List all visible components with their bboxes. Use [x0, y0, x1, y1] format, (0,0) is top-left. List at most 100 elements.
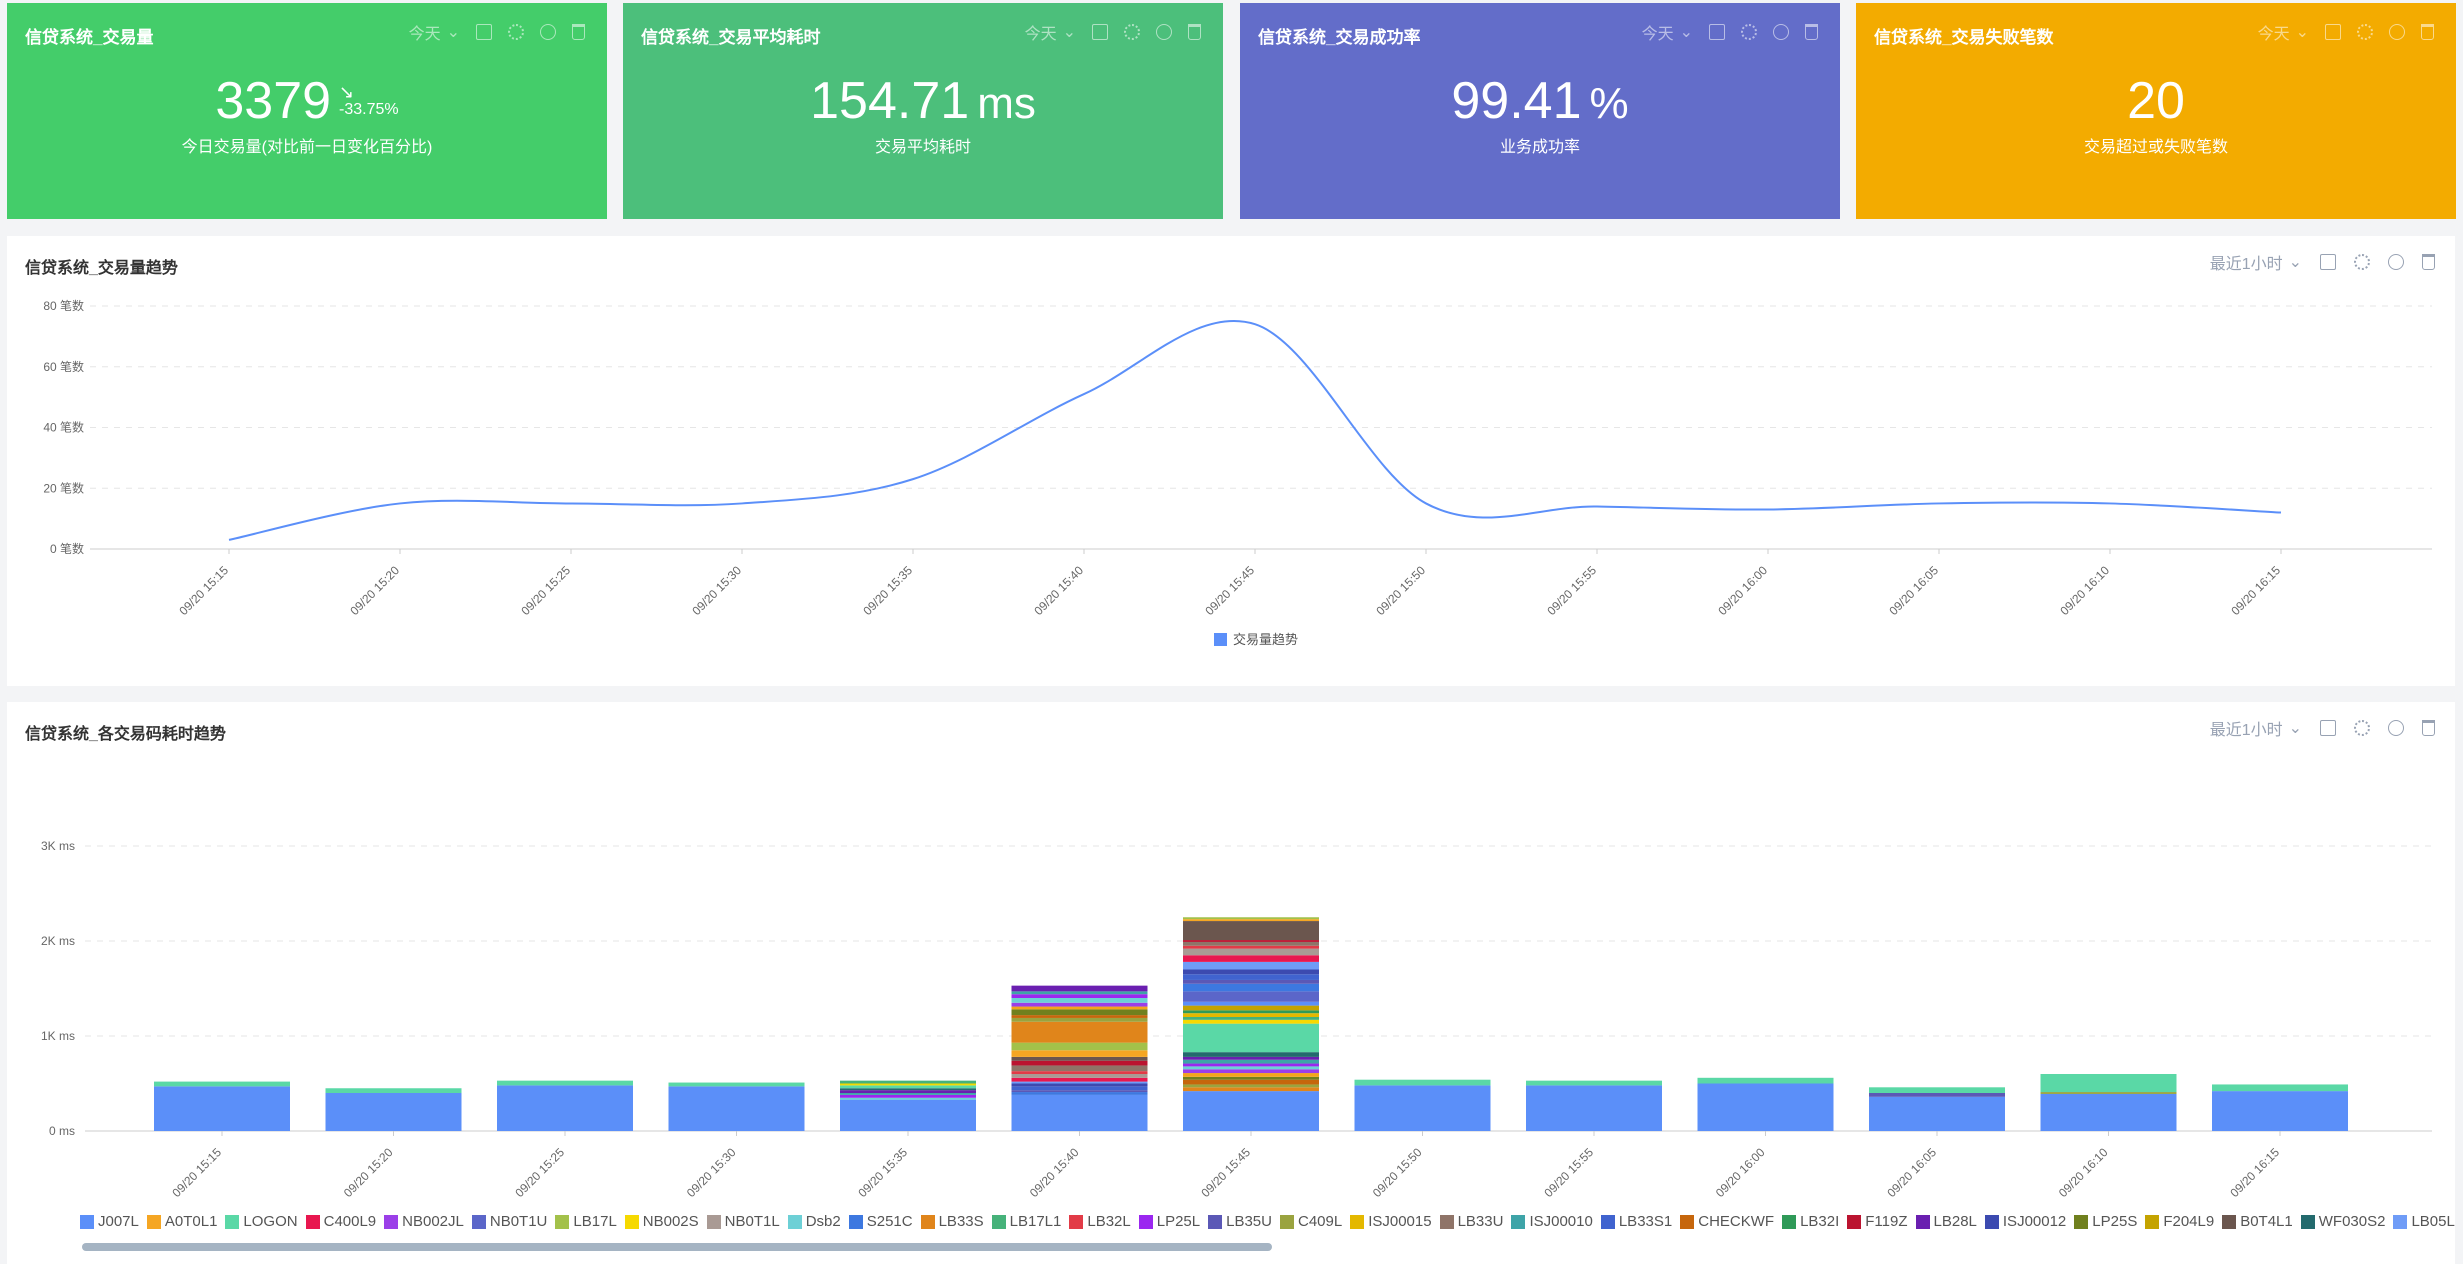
- legend-item[interactable]: LP25L: [1138, 1213, 1200, 1230]
- range-label: 今天: [2257, 26, 2290, 43]
- x-tick-label: 09/20 15:40: [1027, 1145, 1082, 1200]
- legend-item[interactable]: NB0T1U: [471, 1213, 547, 1230]
- chart-type-icon[interactable]: [476, 24, 492, 40]
- bar-segment: [1011, 1090, 1148, 1093]
- legend-swatch: [1279, 1214, 1294, 1229]
- legend-item[interactable]: A0T0L1: [146, 1213, 217, 1230]
- kpi-value: 3379 ↘ -33.75%: [7, 71, 607, 131]
- time-range-select[interactable]: 今天 ⌄: [409, 20, 460, 44]
- legend-item[interactable]: C400L9: [305, 1213, 376, 1230]
- trash-icon[interactable]: [2422, 254, 2435, 270]
- legend-item[interactable]: NB002S: [624, 1213, 699, 1230]
- chevron-down-icon: ⌄: [2288, 720, 2302, 737]
- bar-segment: [1183, 1076, 1319, 1080]
- gear-icon[interactable]: [2354, 720, 2370, 736]
- bar-segment: [2040, 1092, 2177, 1094]
- bar-segment: [1183, 941, 1319, 946]
- bar-segment: [1011, 1056, 1148, 1061]
- trash-icon[interactable]: [2421, 24, 2434, 40]
- legend-item[interactable]: LB33S: [920, 1213, 984, 1230]
- gear-icon[interactable]: [2357, 24, 2373, 40]
- refresh-icon[interactable]: [540, 24, 556, 40]
- bar-segment: [325, 1088, 462, 1093]
- chevron-down-icon: ⌄: [2288, 254, 2302, 271]
- series-line: [228, 319, 2282, 541]
- legend-item[interactable]: B0T4L1: [2222, 1213, 2293, 1230]
- legend-item[interactable]: F204L9: [2145, 1213, 2214, 1230]
- legend-item[interactable]: S251C: [848, 1213, 913, 1230]
- gear-icon[interactable]: [1124, 24, 1140, 40]
- bar-segment: [1011, 1002, 1148, 1007]
- chart-type-icon[interactable]: [2320, 720, 2336, 736]
- legend-item[interactable]: LB33U: [1439, 1213, 1503, 1230]
- kpi-card: 信贷系统_交易平均耗时 今天 ⌄ 154.71 ms 交易平均耗时: [623, 3, 1223, 219]
- trash-icon[interactable]: [1188, 24, 1201, 40]
- chart-type-icon[interactable]: [1709, 24, 1725, 40]
- bar-segment: [840, 1090, 976, 1093]
- legend-label: LB32L: [1087, 1213, 1131, 1230]
- legend-item[interactable]: NB0T1L: [706, 1213, 780, 1230]
- legend-item[interactable]: LP25S: [2074, 1213, 2137, 1230]
- card-toolbar: 今天 ⌄: [1025, 20, 1201, 44]
- legend-item[interactable]: J007L: [80, 1213, 139, 1230]
- legend-item[interactable]: CHECKWF: [1680, 1213, 1774, 1230]
- legend-swatch: [555, 1214, 570, 1229]
- trash-icon[interactable]: [1805, 24, 1818, 40]
- legend-item[interactable]: LB05L: [2393, 1213, 2455, 1230]
- legend-item[interactable]: ISJ00010: [1511, 1213, 1593, 1230]
- time-range-select[interactable]: 最近1小时 ⌄: [2209, 254, 2302, 273]
- x-tick-label: 09/20 15:15: [169, 1145, 224, 1200]
- legend-scrollbar[interactable]: [82, 1243, 1272, 1251]
- kpi-subtitle: 交易平均耗时: [874, 139, 971, 156]
- time-range-select[interactable]: 今天 ⌄: [1642, 20, 1693, 44]
- chart-type-icon[interactable]: [2325, 24, 2341, 40]
- bar-segment: [1011, 1015, 1148, 1018]
- legend-item[interactable]: ISJ00015: [1350, 1213, 1432, 1230]
- time-range-select[interactable]: 今天 ⌄: [1025, 20, 1076, 44]
- bar-segment: [1011, 998, 1148, 1003]
- legend-item[interactable]: NB002JL: [384, 1213, 464, 1230]
- bar-segment: [497, 1080, 633, 1086]
- time-range-select[interactable]: 最近1小时 ⌄: [2209, 720, 2302, 739]
- legend-item[interactable]: ISJ00012: [1984, 1213, 2066, 1230]
- legend-item[interactable]: LB17L: [555, 1213, 617, 1230]
- legend-item[interactable]: LB28L: [1915, 1213, 1977, 1230]
- legend-item[interactable]: Dsb2: [787, 1213, 841, 1230]
- bar-segment: [1526, 1085, 1662, 1131]
- bar-segment: [1183, 969, 1319, 975]
- bar-segment: [2040, 1074, 2177, 1093]
- kpi-card: 信贷系统_交易成功率 今天 ⌄ 99.41% 业务成功率: [1240, 3, 1840, 219]
- legend-item[interactable]: LB35U: [1208, 1213, 1272, 1230]
- legend-item[interactable]: LOGON: [225, 1213, 298, 1230]
- time-range-select[interactable]: 今天 ⌄: [2258, 20, 2309, 44]
- legend-item[interactable]: LB32I: [1782, 1213, 1839, 1230]
- legend-item[interactable]: C409L: [1279, 1213, 1342, 1230]
- refresh-icon[interactable]: [2388, 254, 2404, 270]
- gear-icon[interactable]: [508, 24, 524, 40]
- refresh-icon[interactable]: [1773, 24, 1789, 40]
- chart-type-icon[interactable]: [1092, 24, 1108, 40]
- bar-segment: [1011, 1077, 1148, 1082]
- gear-icon[interactable]: [2354, 254, 2370, 270]
- legend-item[interactable]: LB17L1: [991, 1213, 1061, 1230]
- kpi-delta: ↘ -33.75%: [339, 83, 399, 119]
- card-title: 信贷系统_交易失败笔数: [1874, 28, 2054, 47]
- x-tick-label: 09/20 15:20: [347, 563, 402, 618]
- legend-item[interactable]: WF030S2: [2300, 1213, 2385, 1230]
- bar-segment: [1869, 1096, 2005, 1131]
- refresh-icon[interactable]: [2388, 720, 2404, 736]
- legend-item[interactable]: LB33S1: [1600, 1213, 1672, 1230]
- legend-item[interactable]: F119Z: [1847, 1213, 1908, 1230]
- legend-label: ISJ00015: [1368, 1213, 1432, 1230]
- bar-chart: 0 ms 1K ms 2K ms 3K ms 09/20 15:15 09/20 15:2…: [41, 839, 2432, 1200]
- bar-segment: [1183, 1005, 1319, 1011]
- refresh-icon[interactable]: [1156, 24, 1172, 40]
- refresh-icon[interactable]: [2389, 24, 2405, 40]
- bar-segment: [840, 1099, 976, 1131]
- bar-segment: [1011, 1060, 1148, 1066]
- chart-type-icon[interactable]: [2320, 254, 2336, 270]
- legend-item[interactable]: LB32L: [1069, 1213, 1131, 1230]
- gear-icon[interactable]: [1741, 24, 1757, 40]
- trash-icon[interactable]: [2422, 720, 2435, 736]
- trash-icon[interactable]: [572, 24, 585, 40]
